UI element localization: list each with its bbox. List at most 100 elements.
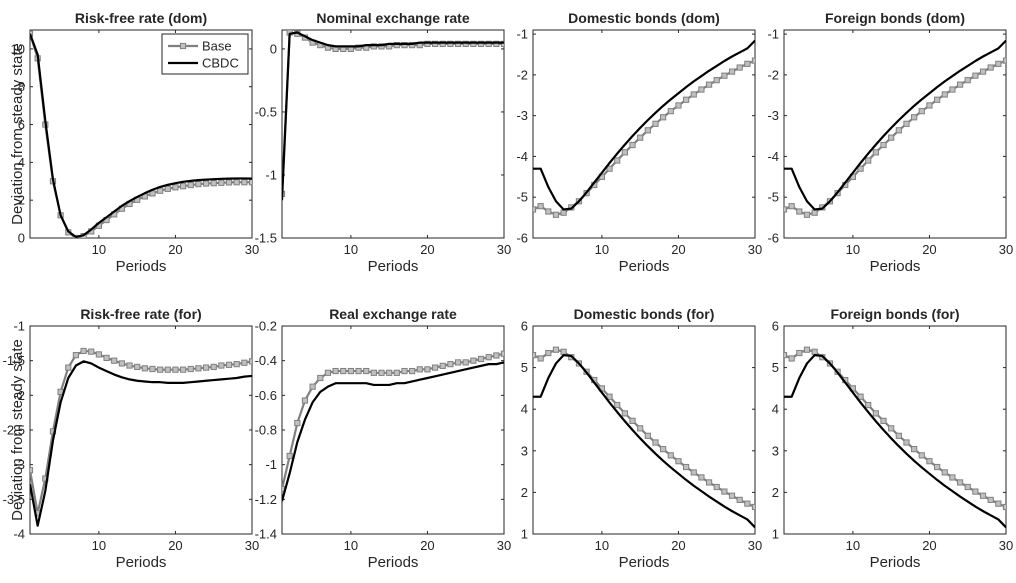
y-tick-label: -4 (13, 527, 25, 542)
series-base-marker (903, 120, 910, 127)
series-cbdc-line (30, 33, 252, 238)
series-base-marker (241, 359, 248, 366)
series-base-marker (552, 346, 560, 353)
series-base-marker (788, 355, 795, 362)
y-tick-label: -1.2 (255, 492, 277, 507)
series-base-marker (210, 363, 217, 371)
series-base-marker (865, 401, 872, 409)
y-tick-label: 1 (521, 527, 528, 542)
series-base-marker (934, 463, 941, 471)
series-base-marker (537, 355, 544, 362)
series-base-marker (721, 488, 728, 495)
series-cbdc-line (30, 360, 252, 527)
series-base-marker (317, 374, 324, 382)
y-tick-label: -3 (13, 457, 25, 472)
series-base-marker (545, 208, 552, 215)
series-base-marker (880, 141, 887, 149)
x-tick-label: 30 (497, 242, 511, 257)
x-tick-label: 30 (999, 538, 1013, 553)
series-cbdc-line (282, 361, 504, 502)
y-tick-label: 4 (772, 402, 779, 417)
series-base-marker (675, 102, 682, 109)
y-tick-label: 5 (772, 360, 779, 375)
series-cbdc-line (533, 354, 755, 529)
series-base-marker (811, 348, 818, 355)
series-base-marker (987, 496, 994, 503)
series-base-marker (424, 40, 431, 47)
series-base-marker (355, 44, 362, 51)
series-base-marker (180, 366, 187, 373)
series-base-marker (713, 483, 720, 491)
plot-area (30, 347, 252, 527)
y-tick-label: -3 (516, 108, 528, 123)
y-tick-label: -0.4 (255, 353, 277, 368)
series-base-marker (363, 367, 370, 375)
series-base-marker (857, 165, 864, 172)
series-base-marker (241, 179, 248, 186)
series-base-marker (895, 127, 902, 134)
panel-title: Risk-free rate (for) (80, 306, 201, 322)
series-base-marker (187, 365, 194, 373)
series-cbdc-line (784, 354, 1006, 529)
series-base-marker (248, 179, 252, 186)
x-tick-label: 30 (748, 538, 762, 553)
x-axis-label: Periods (116, 554, 167, 571)
y-tick-label: 2 (18, 193, 25, 208)
series-base-marker (485, 40, 492, 47)
x-tick-label: 20 (168, 538, 182, 553)
legend: Base CBDC (161, 33, 249, 75)
plot-area (282, 30, 504, 201)
x-tick-label: 20 (922, 538, 936, 553)
series-base-marker (454, 359, 462, 366)
series-base-marker (949, 474, 956, 481)
y-tick-label: 8 (18, 79, 25, 94)
y-tick-label: 3 (772, 443, 779, 458)
series-base-marker (690, 469, 697, 476)
series-cbdc-line (533, 39, 755, 211)
y-tick-label: -2 (13, 388, 25, 403)
series-base-marker (485, 354, 492, 361)
series-base-marker (233, 179, 240, 186)
series-base-marker (537, 203, 544, 210)
series-base-marker (332, 367, 339, 375)
y-tick-label: -1 (265, 167, 277, 182)
series-base-marker (552, 211, 560, 218)
series-base-marker (865, 157, 872, 164)
series-base-marker (126, 362, 133, 369)
series-base-marker (324, 369, 332, 376)
series-base-marker (895, 432, 902, 439)
panel-8: Foreign bonds (for) 10 20 30 1 2 3 4 5 6 Periods (772, 306, 1013, 571)
series-base-marker (500, 40, 504, 47)
panel-5: Risk-free rate (for) 10 20 30 -4 -3.5 -3 -2.5 -2… (3, 306, 260, 571)
series-base-marker (606, 393, 613, 400)
series-base-marker (218, 362, 225, 369)
panel-title: Domestic bonds (dom) (568, 10, 720, 26)
series-base-marker (560, 209, 567, 216)
series-base-marker (926, 102, 933, 109)
series-base-marker (698, 86, 705, 93)
series-base-marker (744, 500, 751, 507)
x-tick-label: 10 (595, 242, 609, 257)
series-base-marker (370, 43, 377, 50)
series-base-marker (187, 181, 194, 189)
series-base-marker (80, 347, 87, 355)
x-axis-label: Periods (368, 554, 419, 571)
series-base-marker (118, 360, 125, 367)
y-tick-label: -0.6 (255, 388, 277, 403)
series-base-marker (803, 346, 811, 353)
y-tick-label: -1 (265, 457, 277, 472)
series-base-marker (65, 364, 72, 371)
axes-box (532, 325, 756, 535)
y-tick-label: -6 (767, 231, 779, 246)
y-tick-label: -6 (516, 231, 528, 246)
series-base-marker (784, 352, 788, 359)
series-base-marker (888, 425, 895, 432)
series-base-marker (172, 184, 179, 191)
series-base-marker (872, 149, 879, 156)
series-base-marker (949, 86, 956, 93)
series-base-marker (979, 492, 987, 499)
x-tick-label: 20 (671, 242, 685, 257)
series-base-marker (796, 349, 803, 357)
series-base-marker (972, 72, 979, 79)
series-base-marker (796, 208, 803, 215)
